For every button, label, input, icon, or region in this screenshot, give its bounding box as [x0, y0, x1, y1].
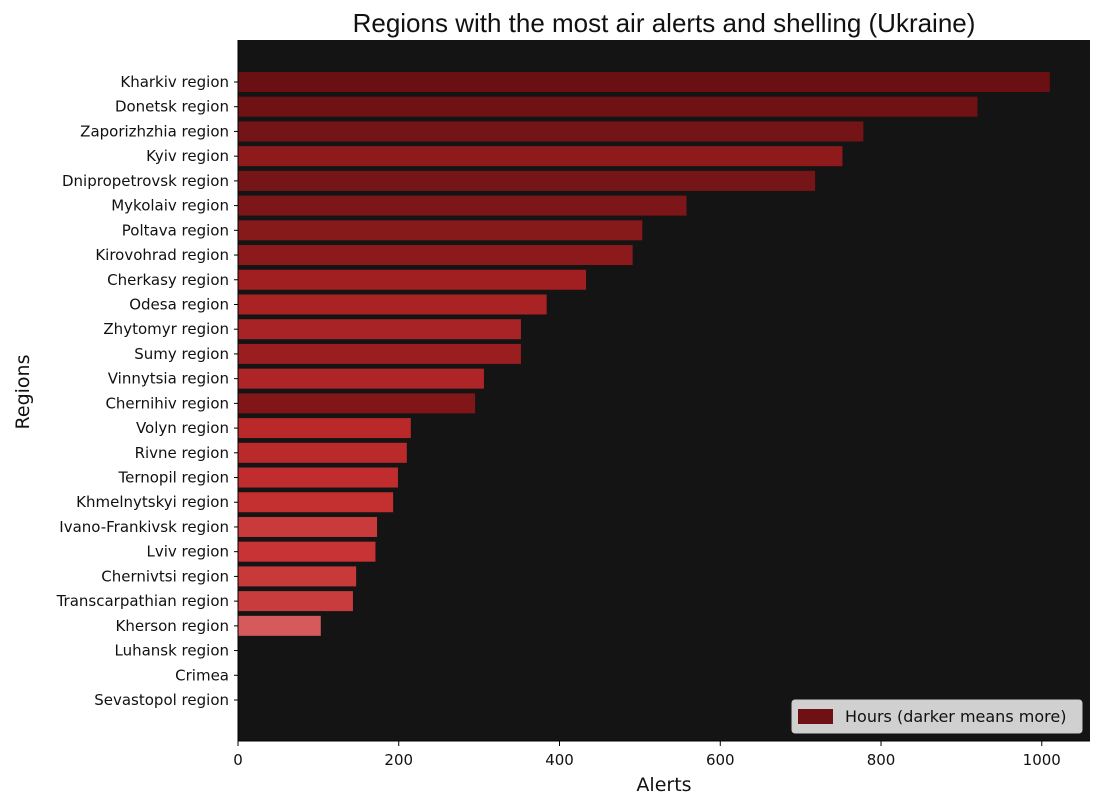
bar: [238, 170, 816, 191]
y-tick-label: Dnipropetrovsk region: [62, 172, 229, 190]
bar: [238, 269, 587, 290]
x-tick-label: 0: [233, 751, 243, 769]
bar: [238, 96, 978, 117]
bars-group: [238, 72, 1050, 636]
y-tick-label: Rivne region: [135, 444, 229, 462]
legend: Hours (darker means more): [791, 699, 1083, 734]
bar: [238, 492, 394, 513]
y-tick-label: Mykolaiv region: [111, 197, 229, 215]
y-tick-label: Sumy region: [134, 345, 229, 363]
x-tick-label: 200: [384, 751, 413, 769]
y-tick-label: Zaporizhzhia region: [80, 122, 229, 140]
bar: [238, 467, 398, 488]
bar: [238, 368, 484, 389]
y-tick-label: Chernivtsi region: [101, 567, 229, 585]
bar: [238, 615, 321, 636]
y-tick-label: Kirovohrad region: [95, 246, 229, 264]
x-tick-label: 400: [545, 751, 574, 769]
x-axis-label: Alerts: [636, 774, 691, 796]
plot-area: [238, 40, 1090, 741]
bar: [238, 343, 521, 364]
legend-box: [791, 699, 1083, 734]
y-tick-label: Volyn region: [136, 419, 229, 437]
x-tick-label: 600: [706, 751, 735, 769]
y-tick-label: Poltava region: [122, 221, 229, 239]
y-tick-label: Donetsk region: [115, 98, 229, 116]
x-tick-label: 800: [867, 751, 896, 769]
bar: [238, 516, 378, 537]
y-tick-label: Chernihiv region: [105, 394, 229, 412]
y-tick-labels: Kharkiv region Donetsk region Zaporizhzhia…: [56, 73, 238, 709]
y-tick-label: Kherson region: [116, 617, 229, 635]
y-tick-label: Odesa region: [129, 295, 229, 313]
y-tick-label: Ternopil region: [118, 469, 230, 487]
y-tick-label: Ivano-Frankivsk region: [59, 518, 229, 536]
y-tick-label: Vinnytsia region: [108, 370, 229, 388]
bar: [238, 566, 357, 587]
y-tick-label: Khmelnytskyi region: [76, 493, 229, 511]
bar: [238, 121, 864, 142]
y-tick-label: Sevastopol region: [94, 691, 229, 709]
legend-label: Hours (darker means more): [845, 707, 1066, 726]
y-tick-label: Kharkiv region: [120, 73, 229, 91]
bar: [238, 418, 411, 439]
y-tick-label: Cherkasy region: [107, 271, 229, 289]
chart-title: Regions with the most air alerts and she…: [353, 8, 976, 38]
y-tick-label: Luhansk region: [114, 642, 229, 660]
bar: [238, 294, 547, 315]
bar: [238, 541, 376, 562]
bar: [238, 591, 353, 612]
bar: [238, 245, 633, 266]
y-axis-label: Regions: [12, 355, 34, 430]
legend-swatch: [798, 709, 833, 724]
bar: [238, 393, 476, 414]
y-tick-label: Crimea: [175, 666, 229, 684]
y-tick-label: Transcarpathian region: [56, 592, 229, 610]
bar: [238, 442, 407, 463]
bar: [238, 72, 1050, 92]
bar: [238, 319, 521, 340]
y-tick-label: Zhytomyr region: [103, 320, 229, 338]
bar: [238, 146, 843, 167]
bar: [238, 220, 643, 241]
x-tick-label: 1000: [1023, 751, 1061, 769]
x-tick-labels: 0 200 400 600 800 1000: [233, 741, 1061, 769]
bar: [238, 195, 687, 216]
y-tick-label: Kyiv region: [146, 147, 229, 165]
y-tick-label: Lviv region: [147, 543, 230, 561]
